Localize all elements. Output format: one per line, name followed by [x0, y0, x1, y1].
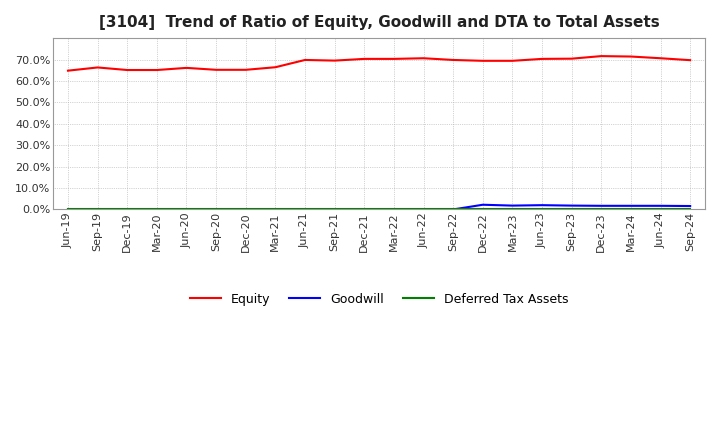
- Deferred Tax Assets: [538, 207, 546, 212]
- Deferred Tax Assets: [241, 207, 250, 212]
- Equity: [390, 56, 398, 62]
- Equity: [94, 65, 102, 70]
- Deferred Tax Assets: [360, 207, 369, 212]
- Goodwill: [301, 207, 310, 212]
- Equity: [63, 68, 72, 73]
- Equity: [508, 58, 517, 63]
- Equity: [597, 54, 606, 59]
- Deferred Tax Assets: [182, 207, 191, 212]
- Deferred Tax Assets: [153, 207, 161, 212]
- Equity: [538, 56, 546, 62]
- Goodwill: [508, 203, 517, 208]
- Legend: Equity, Goodwill, Deferred Tax Assets: Equity, Goodwill, Deferred Tax Assets: [184, 288, 574, 311]
- Deferred Tax Assets: [419, 207, 428, 212]
- Equity: [479, 58, 487, 63]
- Goodwill: [153, 207, 161, 212]
- Line: Goodwill: Goodwill: [68, 205, 690, 209]
- Deferred Tax Assets: [656, 207, 665, 212]
- Deferred Tax Assets: [449, 207, 457, 212]
- Goodwill: [449, 207, 457, 212]
- Equity: [330, 58, 339, 63]
- Equity: [123, 67, 132, 73]
- Goodwill: [686, 203, 695, 209]
- Equity: [567, 56, 576, 61]
- Deferred Tax Assets: [212, 207, 220, 212]
- Equity: [241, 67, 250, 73]
- Equity: [419, 55, 428, 61]
- Deferred Tax Assets: [508, 207, 517, 212]
- Goodwill: [626, 203, 635, 209]
- Goodwill: [63, 207, 72, 212]
- Goodwill: [597, 203, 606, 209]
- Goodwill: [330, 207, 339, 212]
- Equity: [153, 67, 161, 73]
- Goodwill: [241, 207, 250, 212]
- Goodwill: [419, 207, 428, 212]
- Deferred Tax Assets: [479, 207, 487, 212]
- Deferred Tax Assets: [390, 207, 398, 212]
- Goodwill: [360, 207, 369, 212]
- Deferred Tax Assets: [686, 207, 695, 212]
- Deferred Tax Assets: [567, 207, 576, 212]
- Equity: [271, 65, 279, 70]
- Goodwill: [123, 207, 132, 212]
- Equity: [182, 65, 191, 70]
- Deferred Tax Assets: [271, 207, 279, 212]
- Deferred Tax Assets: [330, 207, 339, 212]
- Equity: [686, 58, 695, 63]
- Deferred Tax Assets: [63, 207, 72, 212]
- Goodwill: [390, 207, 398, 212]
- Goodwill: [479, 202, 487, 207]
- Goodwill: [271, 207, 279, 212]
- Equity: [449, 57, 457, 62]
- Goodwill: [656, 203, 665, 209]
- Goodwill: [182, 207, 191, 212]
- Goodwill: [94, 207, 102, 212]
- Line: Equity: Equity: [68, 56, 690, 71]
- Equity: [301, 57, 310, 62]
- Deferred Tax Assets: [94, 207, 102, 212]
- Deferred Tax Assets: [301, 207, 310, 212]
- Goodwill: [567, 203, 576, 208]
- Equity: [212, 67, 220, 73]
- Goodwill: [212, 207, 220, 212]
- Equity: [626, 54, 635, 59]
- Equity: [656, 55, 665, 61]
- Deferred Tax Assets: [626, 207, 635, 212]
- Deferred Tax Assets: [123, 207, 132, 212]
- Deferred Tax Assets: [597, 207, 606, 212]
- Title: [3104]  Trend of Ratio of Equity, Goodwill and DTA to Total Assets: [3104] Trend of Ratio of Equity, Goodwil…: [99, 15, 660, 30]
- Equity: [360, 56, 369, 62]
- Goodwill: [538, 202, 546, 208]
